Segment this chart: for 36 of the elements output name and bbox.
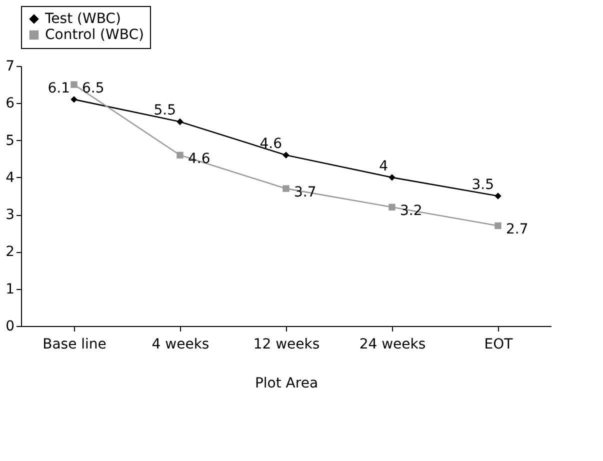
y-tick-label: 4 [6, 170, 15, 186]
data-label: 3.2 [400, 203, 422, 220]
y-tick-label: 2 [6, 244, 14, 260]
point [70, 96, 78, 103]
y-tick-label: 1 [6, 281, 14, 298]
y-tick-label: 0 [6, 318, 14, 334]
legend-label: Test (WBC) [44, 11, 121, 27]
legend-label: Control (WBC) [45, 27, 144, 43]
data-label: 4 [379, 158, 388, 174]
y-tick-label: 6 [6, 96, 15, 112]
y-tick-label: 5 [6, 132, 14, 149]
point [388, 204, 396, 210]
data-label: 6.1 [48, 80, 70, 96]
data-label: 5.5 [154, 102, 176, 119]
x-tick-label: Base line [42, 336, 106, 352]
x-tick-label: EOT [484, 336, 514, 352]
data-label: 2.7 [506, 222, 528, 238]
data-label: 3.5 [472, 177, 494, 193]
point [176, 118, 184, 126]
data-label: 3.7 [294, 184, 316, 201]
point [176, 152, 184, 158]
data-label: 6.5 [82, 80, 104, 97]
point [282, 185, 290, 192]
x-axis-title: Plot Area [254, 376, 318, 392]
data-label: 4.6 [260, 136, 282, 152]
point [70, 81, 78, 88]
x-tick-label: 24 weeks [359, 336, 426, 352]
data-label: 4.6 [188, 151, 210, 168]
point [282, 152, 290, 158]
x-tick-label: 4 weeks [152, 336, 210, 352]
y-tick-label: 7 [6, 58, 14, 74]
x-tick-label: 12 weeks [253, 336, 320, 352]
point [388, 174, 396, 181]
point [494, 222, 502, 230]
point [494, 192, 502, 200]
y-tick-label: 3 [6, 207, 14, 224]
